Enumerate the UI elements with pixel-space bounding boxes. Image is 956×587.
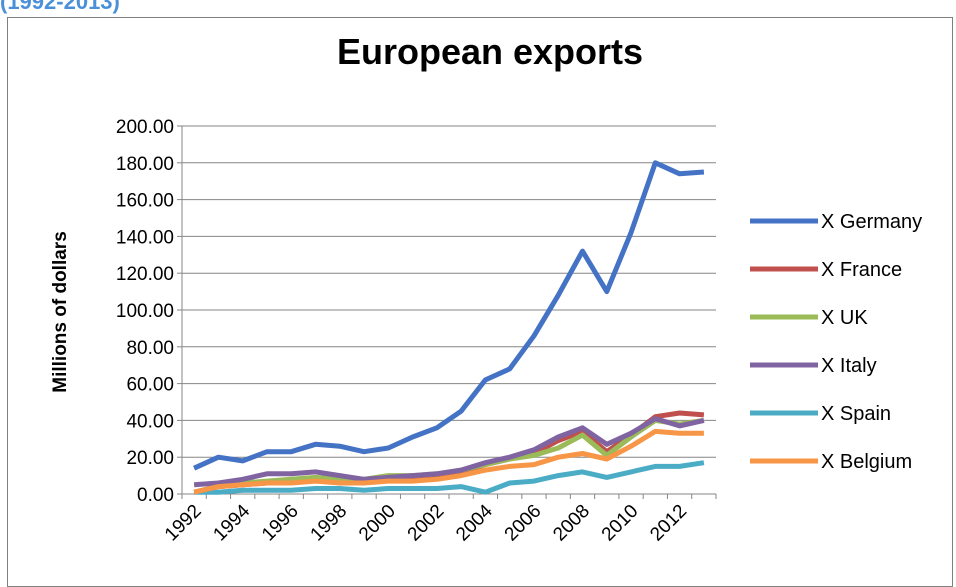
y-tick-label: 80.00 [126,338,174,359]
legend-label-x-uk: X UK [821,307,868,329]
gridlines [182,125,716,458]
x-axis-ticks: 1992 1994 1996 1998 2000 2002 2004 2006 2008 2010… [161,494,717,546]
legend-label-x-italy: X Italy [821,355,877,377]
y-axis-ticks: 0.00 20.00 40.00 60.00 80.00 100.00 120.00 140.… [116,117,182,506]
x-tick-label: 1994 [209,500,254,545]
legend-label-x-belgium: X Belgium [821,451,912,473]
series-lines [193,160,705,495]
y-tick-label: 40.00 [126,411,174,432]
y-tick-label: 60.00 [126,375,174,396]
legend: X Germany X France X UK X Italy X Spain X Bel… [750,211,922,473]
series-line-x-spain [194,460,705,495]
y-axis-label: Millions of dollars [50,231,71,393]
legend-label-x-germany: X Germany [821,211,922,233]
y-tick-label: 100.00 [116,301,174,322]
x-tick-label: 2008 [549,501,594,546]
legend-label-x-france: X France [821,259,902,281]
y-tick-label: 140.00 [116,227,174,248]
top-caption: (1992-2013) [0,0,120,14]
x-tick-label: 2010 [598,501,643,546]
x-tick-label: 2012 [646,501,691,546]
x-tick-label: 2004 [452,500,497,545]
chart-title: European exports [337,31,643,72]
y-tick-label: 200.00 [116,117,174,138]
series-line-x-italy [193,416,705,488]
x-tick-label: 2006 [501,501,546,546]
x-tick-label: 1996 [258,501,303,546]
x-tick-label: 1992 [161,501,206,546]
legend-label-x-spain: X Spain [821,403,891,425]
x-tick-label: 2002 [404,501,449,546]
y-tick-label: 180.00 [116,154,174,175]
x-tick-label: 1998 [307,501,352,546]
series-line-x-belgium [193,428,704,495]
y-tick-label: 160.00 [116,191,174,212]
y-tick-label: 120.00 [116,264,174,285]
y-tick-label: 0.00 [137,485,174,506]
series-line-x-germany [193,160,705,471]
x-tick-label: 2000 [355,501,400,546]
y-tick-label: 20.00 [126,448,174,469]
